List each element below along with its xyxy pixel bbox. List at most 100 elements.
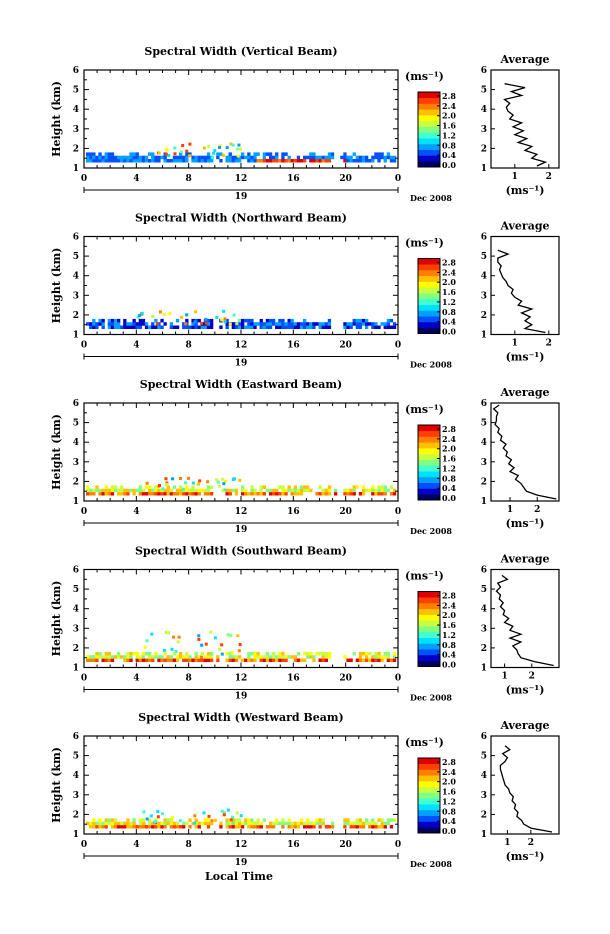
echo-cell <box>92 322 96 326</box>
y-axis-label: Height (km) <box>50 414 63 490</box>
echo-cell <box>172 159 177 163</box>
echo-cell <box>188 658 192 662</box>
echo-cell <box>318 651 322 656</box>
echo-cell <box>203 821 208 826</box>
echo-cell <box>380 152 384 156</box>
echo-cell <box>148 655 152 659</box>
echo-cell <box>206 318 211 323</box>
avg-y-tick-label: 5 <box>481 585 487 595</box>
echo-cell <box>126 651 130 656</box>
echo-cell <box>383 322 387 326</box>
echo-cell <box>132 488 136 493</box>
echo-cell <box>132 821 136 826</box>
echo-cell <box>206 821 211 826</box>
echo-cell <box>210 318 214 323</box>
echo-cell <box>120 159 124 163</box>
colorbar-tick-label: 2.4 <box>442 600 456 610</box>
colorbar-segment <box>418 775 440 782</box>
echo-cell <box>92 488 96 493</box>
avg-x-tick-label: 2 <box>534 505 540 515</box>
echo-cell <box>371 492 375 496</box>
echo-cell <box>392 818 397 822</box>
x-tick-label: 0 <box>81 341 87 351</box>
echo-cell <box>98 821 102 826</box>
echo-cell <box>262 159 266 163</box>
colorbar-tick-label: 2.8 <box>442 424 456 434</box>
echo-cell <box>144 492 149 496</box>
echo-cell <box>330 825 335 829</box>
echo-cell <box>182 655 186 659</box>
panel-title: Spectral Width (Westward Beam) <box>138 711 343 724</box>
echo-cell <box>374 492 378 496</box>
echo-cell <box>343 325 347 329</box>
echo-cell <box>228 492 232 496</box>
echo-cell <box>352 821 356 826</box>
echo-cell <box>222 309 226 313</box>
echo-cell <box>275 159 279 163</box>
echo-cell <box>383 485 387 489</box>
echo-cell <box>95 821 99 826</box>
colorbar-tick-label: 0.4 <box>442 650 456 660</box>
echo-cell <box>377 658 381 662</box>
colorbar-segment <box>418 482 440 489</box>
echo-cell <box>262 322 266 326</box>
echo-cell <box>380 825 384 829</box>
colorbar-segment <box>418 821 440 828</box>
echo-cell <box>120 492 124 496</box>
day-label: 19 <box>235 525 248 535</box>
echo-cell <box>389 159 394 163</box>
echo-cell <box>163 825 167 829</box>
colorbar-tick-label: 0.0 <box>442 327 456 337</box>
echo-cell <box>219 159 223 163</box>
y-tick-label: 6 <box>73 233 79 243</box>
echo-cell <box>210 325 214 329</box>
echo-cell <box>312 322 316 326</box>
y-tick-label: 5 <box>73 752 79 762</box>
echo-cell <box>234 658 239 662</box>
echo-cell <box>101 159 105 163</box>
echo-cell <box>389 492 394 496</box>
colorbar-tick-label: 0.4 <box>442 150 456 160</box>
echo-cell <box>231 322 235 326</box>
echo-cell <box>225 825 229 829</box>
echo-cell <box>129 152 133 156</box>
echo-cell <box>179 655 183 659</box>
echo-cell <box>293 658 297 662</box>
echo-cell <box>188 325 192 329</box>
echo-cell <box>259 318 263 323</box>
echo-cell <box>281 485 285 489</box>
echo-cell <box>259 655 263 659</box>
echo-cell <box>293 159 297 163</box>
echo-cell <box>200 658 204 662</box>
echo-cell <box>232 313 236 317</box>
echo-cell <box>299 322 304 326</box>
colorbar-segment <box>418 792 440 799</box>
echo-cell <box>144 155 149 160</box>
echo-cell <box>157 159 161 163</box>
echo-cell <box>132 492 136 496</box>
avg-title: Average <box>499 53 549 66</box>
colorbar-tick-label: 0.0 <box>442 493 456 503</box>
echo-cell <box>163 821 167 826</box>
avg-axes-frame <box>490 735 560 835</box>
echo-cell <box>368 651 372 656</box>
colorbar-segment <box>418 637 440 644</box>
echo-cell <box>223 317 227 321</box>
echo-cell <box>361 322 366 326</box>
echo-cell <box>281 325 285 329</box>
echo-cell <box>148 651 152 656</box>
echo-cell <box>241 152 245 156</box>
echo-cell <box>324 325 328 329</box>
echo-cell <box>141 159 146 163</box>
echo-cell <box>182 825 186 829</box>
colorbar-segment <box>418 92 440 99</box>
colorbar-segment <box>418 138 440 145</box>
echo-cell <box>144 651 149 656</box>
echo-cell <box>238 643 242 647</box>
echo-cell <box>126 818 130 822</box>
echo-cell <box>383 821 387 826</box>
echo-cell <box>253 155 257 160</box>
echo-cell <box>191 318 195 323</box>
echo-cell <box>216 152 220 156</box>
echo-cell <box>281 152 285 156</box>
